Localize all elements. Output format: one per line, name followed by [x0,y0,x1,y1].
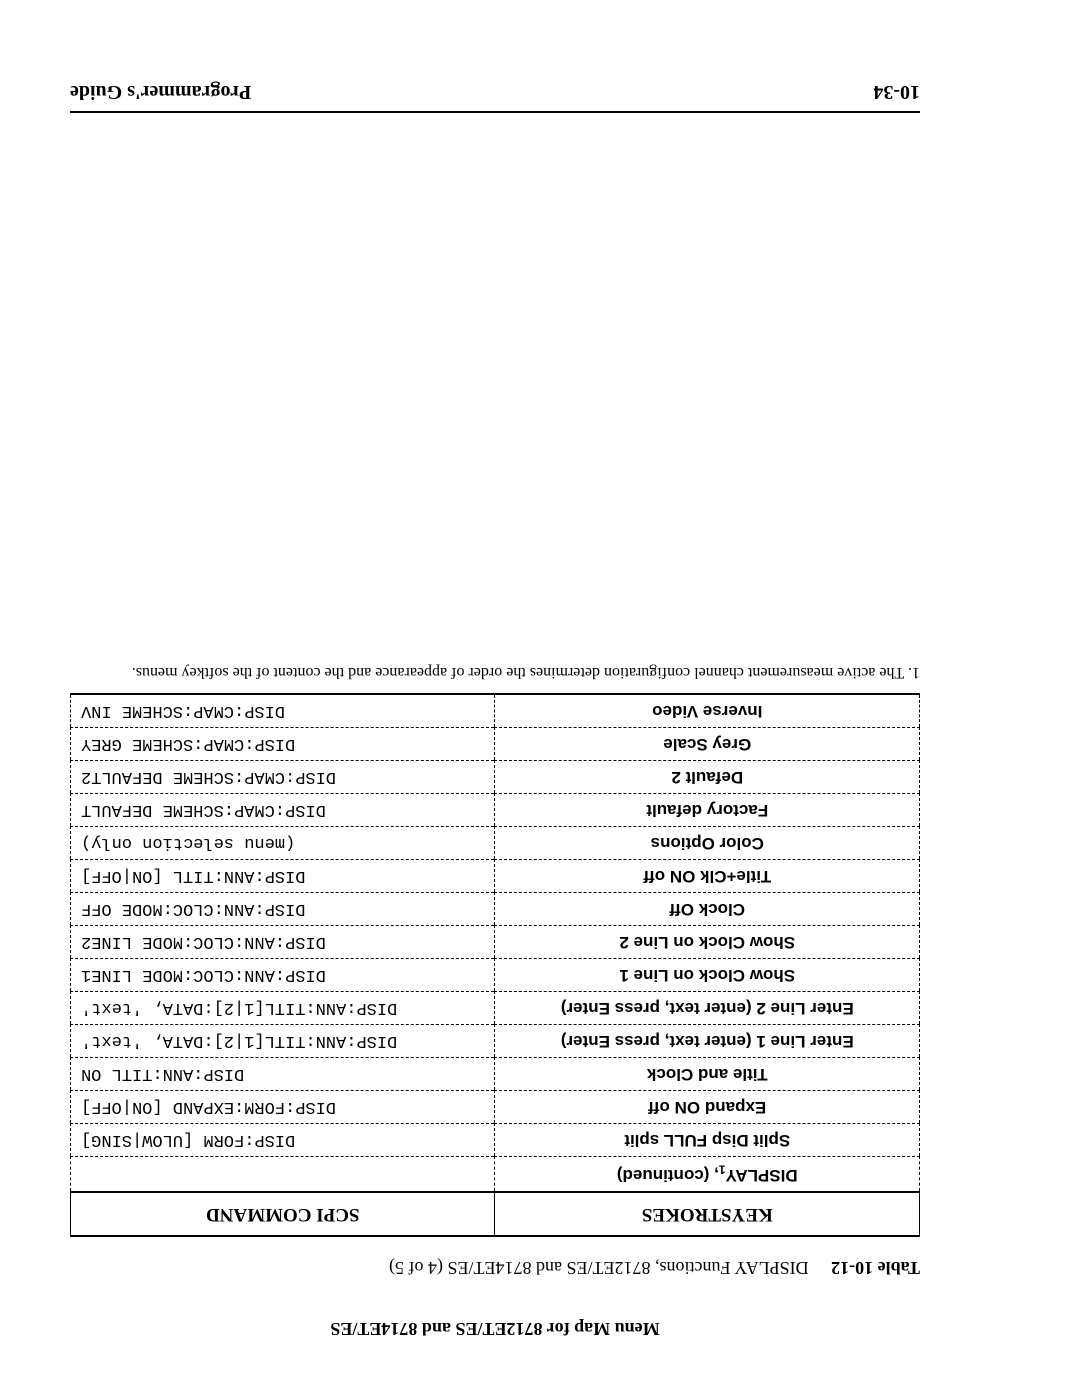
keystroke-cell: Show Clock on Line 1 [495,958,920,991]
table-row: Color Options(menu selection only) [71,826,920,859]
table-row: Expand ON offDISP:FORM:EXPAND [ON|OFF] [71,1090,920,1123]
table-row: Show Clock on Line 1DISP:ANN:CLOC:MODE L… [71,958,920,991]
table-row: Title+Clk ON offDISP:ANN:TITL [ON|OFF] [71,859,920,892]
scpi-cell: DISP:CMAP:SCHEME DEFAULT [71,793,496,826]
table-row: Enter Line 1 (enter text, press Enter)DI… [71,1024,920,1057]
caption-label: Table 10-12 [831,1258,920,1278]
keystroke-cell: Color Options [495,826,920,859]
keystroke-cell: Factory default [495,793,920,826]
keystroke-cell: Enter Line 2 (enter text, press Enter) [495,991,920,1024]
scpi-cell: DISP:FORM:EXPAND [ON|OFF] [71,1090,496,1123]
table-row: Show Clock on Line 2DISP:ANN:CLOC:MODE L… [71,925,920,958]
scpi-cell: DISP:ANN:CLOC:MODE OFF [71,892,496,925]
table-caption: Table 10-12 DISPLAY Functions, 8712ET/ES… [70,1257,920,1278]
scpi-cell: DISP:CMAP:SCHEME INV [71,694,496,728]
footer-title: Programmer's Guide [70,80,251,103]
keystroke-cell: Inverse Video [495,694,920,728]
keystroke-cell: Enter Line 1 (enter text, press Enter) [495,1024,920,1057]
keystroke-cell: Expand ON off [495,1090,920,1123]
scpi-cell: DISP:ANN:TITL ON [71,1057,496,1090]
table-row: Inverse VideoDISP:CMAP:SCHEME INV [71,694,920,728]
table-row: Title and ClockDISP:ANN:TITL ON [71,1057,920,1090]
scpi-cell: DISP:ANN:CLOC:MODE LINE2 [71,925,496,958]
table-row: Default 2DISP:CMAP:SCHEME DEFAULT2 [71,760,920,793]
scpi-cell: DISP:ANN:TITL[1|2]:DATA, 'text' [71,1024,496,1057]
scpi-cell: DISP:CMAP:SCHEME DEFAULT2 [71,760,496,793]
table-row: Grey ScaleDISP:CMAP:SCHEME GREY [71,727,920,760]
table-row: Split Disp FULL splitDISP:FORM [ULOW|SIN… [71,1123,920,1156]
scpi-table: KEYSTROKES SCPI COMMAND DISPLAY1, (conti… [70,693,920,1237]
scpi-cell: DISP:ANN:TITL [ON|OFF] [71,859,496,892]
scpi-cell: DISP:ANN:TITL[1|2]:DATA, 'text' [71,991,496,1024]
header-scpi: SCPI COMMAND [71,1192,496,1236]
table-row: DISPLAY1, (continued) [71,1156,920,1192]
keystroke-cell: Title and Clock [495,1057,920,1090]
caption-text: DISPLAY Functions, 8712ET/ES and 8714ET/… [389,1258,809,1278]
keystroke-cell: DISPLAY1, (continued) [495,1156,920,1192]
keystroke-cell: Split Disp FULL split [495,1123,920,1156]
keystroke-cell: Grey Scale [495,727,920,760]
header-keystrokes: KEYSTROKES [495,1192,920,1236]
table-row: Factory defaultDISP:CMAP:SCHEME DEFAULT [71,793,920,826]
keystroke-cell: Default 2 [495,760,920,793]
scpi-cell [71,1156,496,1192]
scpi-cell: DISP:FORM [ULOW|SING] [71,1123,496,1156]
page-number: 10-34 [873,80,920,103]
running-head: Menu Map for 8712ET/ES and 8714ET/ES [70,1318,920,1339]
keystroke-cell: Title+Clk ON off [495,859,920,892]
scpi-cell: DISP:CMAP:SCHEME GREY [71,727,496,760]
scpi-cell: DISP:ANN:CLOC:MODE LINE1 [71,958,496,991]
footnote: 1. The active measurement channel config… [70,660,920,682]
keystroke-cell: Clock Off [495,892,920,925]
page-footer: 10-34 Programmer's Guide [70,80,920,113]
table-row: Clock OffDISP:ANN:CLOC:MODE OFF [71,892,920,925]
scpi-cell: (menu selection only) [71,826,496,859]
page: Menu Map for 8712ET/ES and 8714ET/ES Tab… [0,0,1080,1399]
keystroke-cell: Show Clock on Line 2 [495,925,920,958]
table-row: Enter Line 2 (enter text, press Enter)DI… [71,991,920,1024]
